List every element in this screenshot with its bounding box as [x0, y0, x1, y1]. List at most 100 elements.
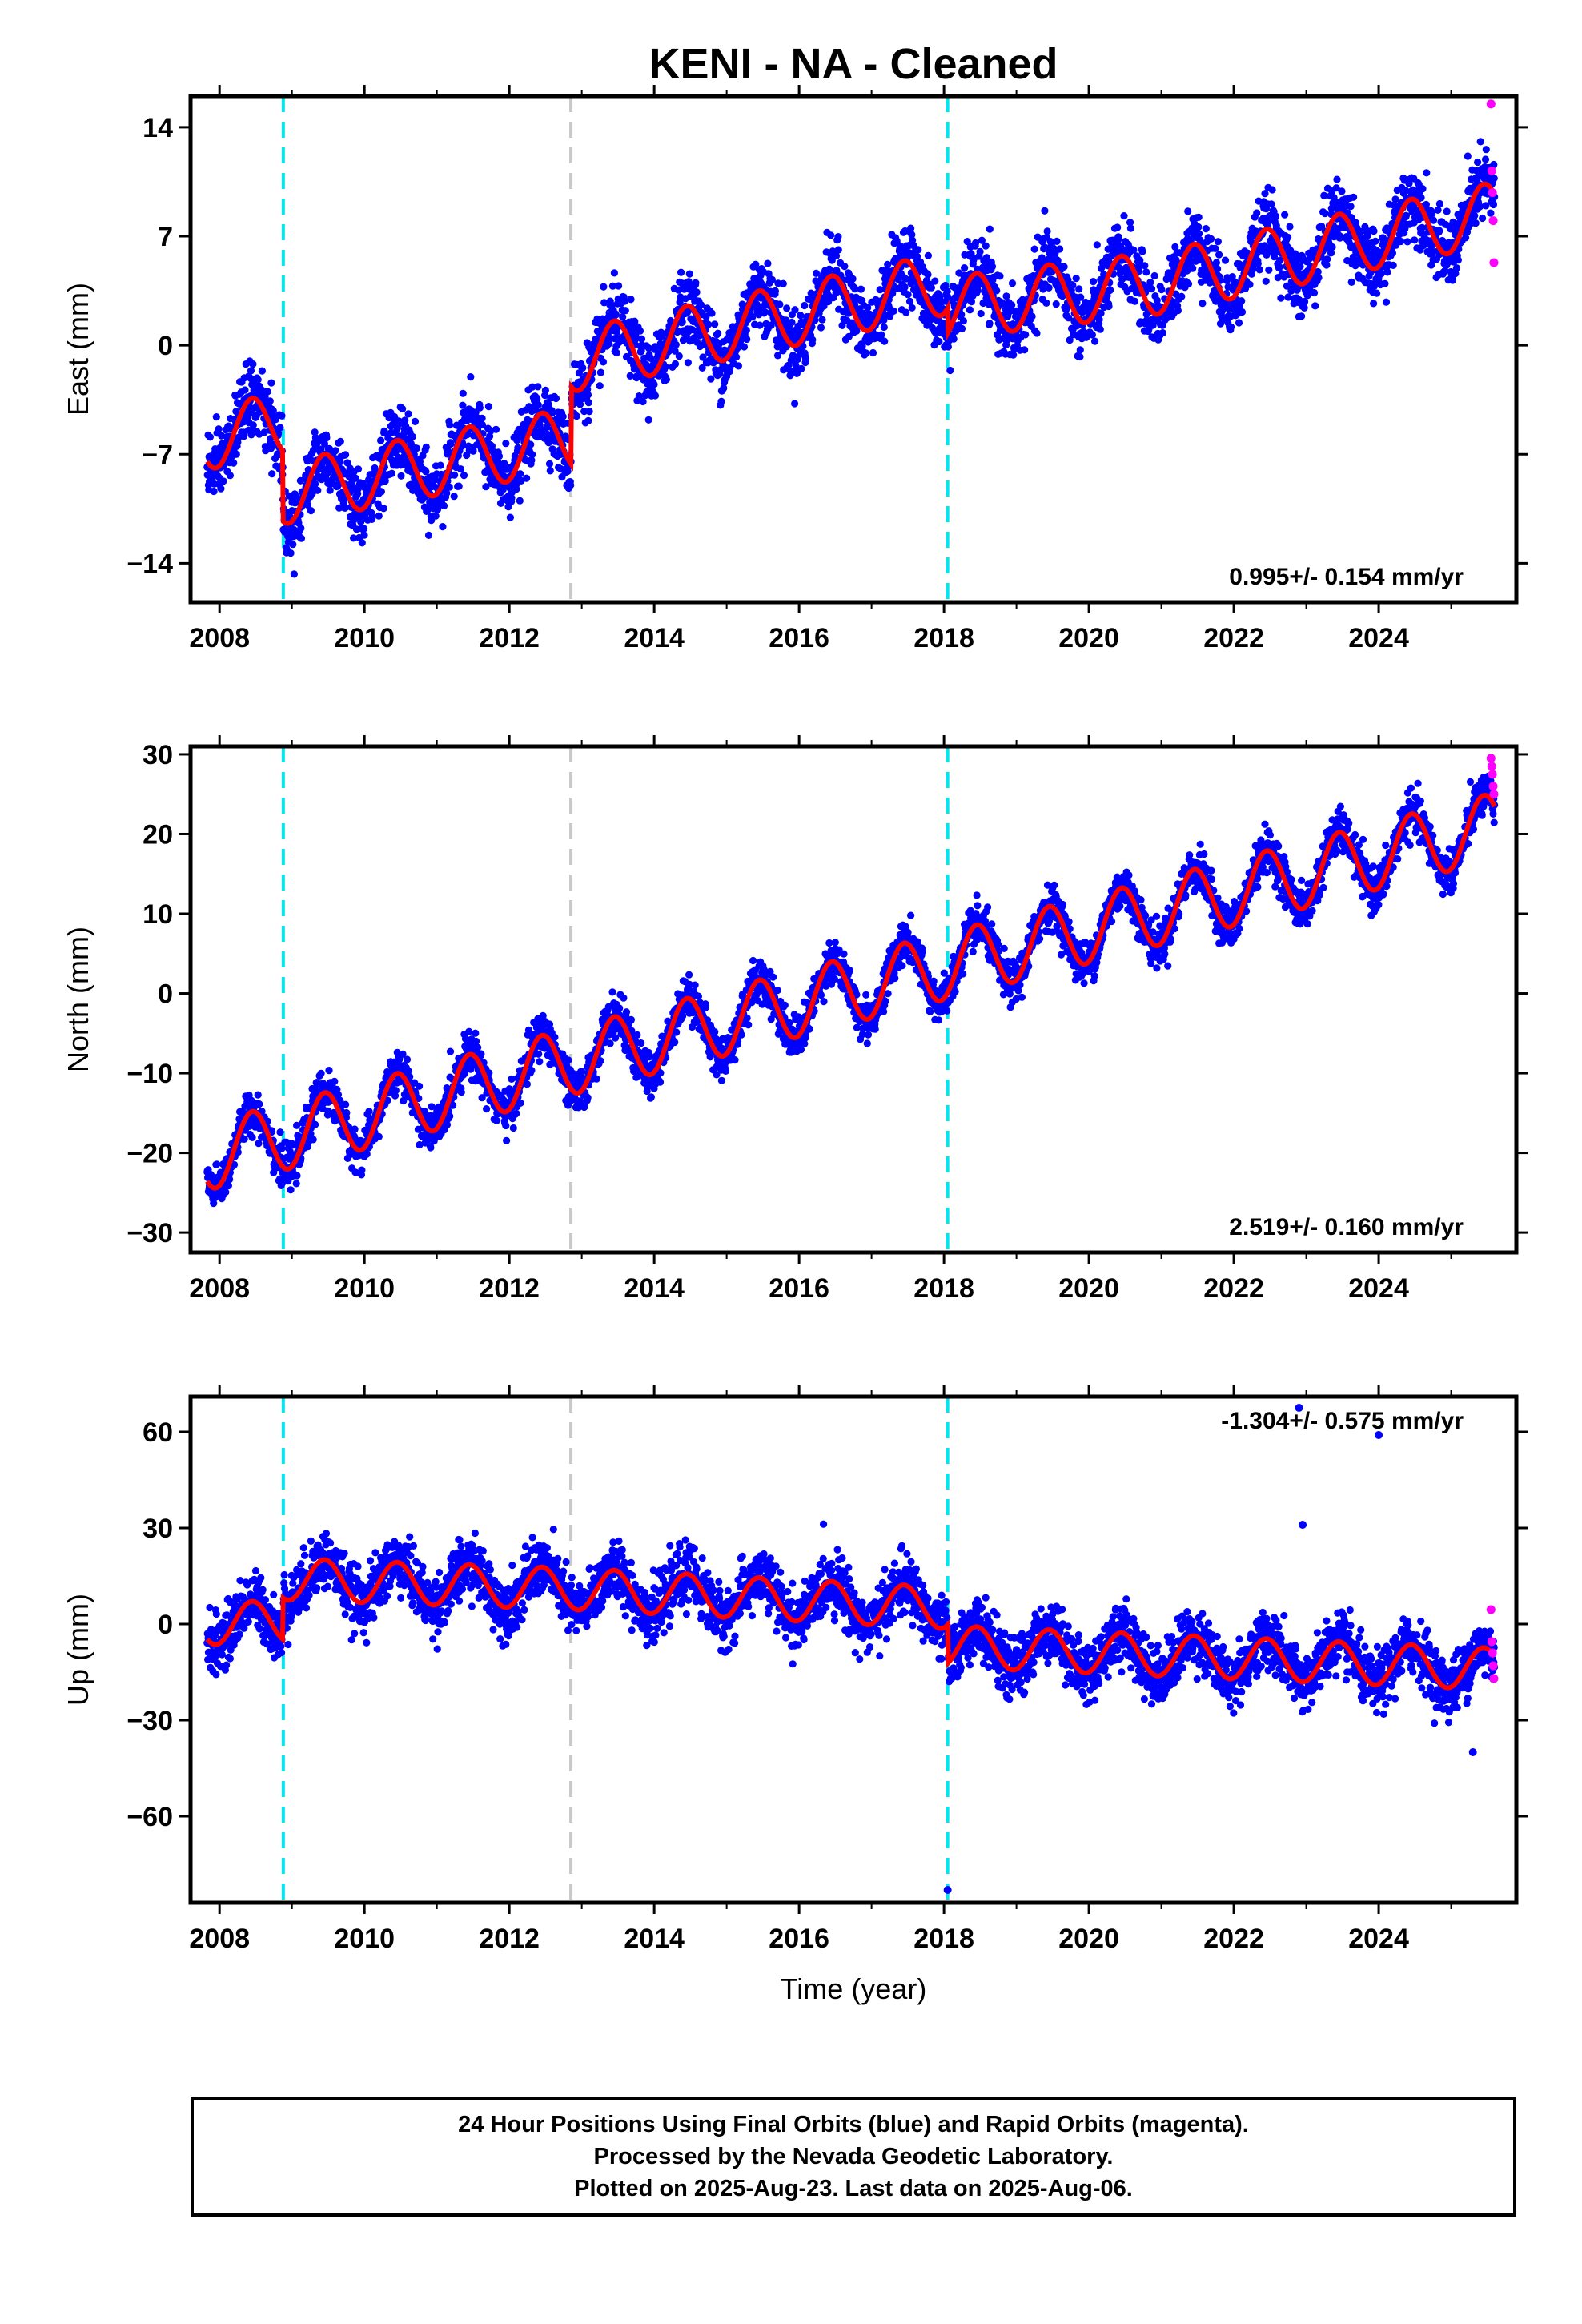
data-point [575, 369, 584, 377]
data-point [1383, 268, 1391, 276]
data-point [908, 231, 916, 239]
rapid-point [1486, 99, 1496, 109]
data-point [612, 311, 620, 319]
data-point [469, 447, 477, 455]
data-point [927, 283, 935, 292]
data-point [360, 525, 368, 533]
data-point [443, 489, 451, 497]
data-point [1310, 288, 1319, 297]
data-point [684, 359, 693, 367]
data-point [512, 485, 520, 493]
data-point [447, 440, 455, 448]
data-point [1045, 283, 1053, 292]
data-point [1238, 297, 1246, 305]
data-point [226, 1176, 234, 1184]
data-point [1158, 286, 1166, 294]
data-point [764, 259, 772, 267]
data-point [864, 304, 872, 312]
data-point [1382, 298, 1391, 306]
data-point [478, 1094, 486, 1102]
data-point [1476, 203, 1484, 211]
data-point [342, 451, 350, 459]
data-point [734, 362, 743, 370]
data-point [1041, 207, 1049, 215]
data-point [1038, 254, 1046, 262]
data-point [959, 317, 967, 325]
data-point [1435, 199, 1443, 208]
data-point [312, 1087, 320, 1095]
data-point [268, 470, 276, 478]
data-point [472, 1037, 480, 1045]
data-point [232, 450, 240, 458]
data-point [419, 452, 427, 460]
data-point [478, 414, 486, 423]
data-point [672, 340, 680, 348]
data-point [226, 472, 234, 480]
data-point [788, 318, 796, 327]
data-point [1069, 281, 1077, 289]
data-point [276, 1128, 284, 1136]
data-point [1261, 190, 1269, 198]
data-point [1265, 266, 1273, 274]
data-point [752, 260, 760, 268]
data-point [1327, 249, 1335, 257]
data-point [484, 403, 493, 411]
data-point [323, 434, 331, 442]
data-point [698, 364, 706, 372]
data-point [1138, 247, 1146, 255]
data-point [877, 331, 885, 339]
data-point [615, 282, 623, 290]
data-point [756, 321, 764, 329]
data-point [600, 299, 608, 307]
x-tick-label: 2024 [1348, 623, 1409, 653]
data-point [358, 539, 366, 547]
data-point [1105, 302, 1113, 311]
data-point [528, 383, 536, 391]
data-point [845, 332, 853, 340]
data-point [215, 425, 223, 433]
data-point [1315, 274, 1323, 282]
data-point [375, 512, 383, 520]
data-point [1030, 245, 1038, 253]
data-point [326, 486, 334, 494]
data-point [671, 347, 679, 355]
data-point [853, 327, 861, 335]
data-point [936, 296, 944, 304]
data-point [1272, 221, 1280, 230]
data-point [1328, 243, 1336, 251]
data-point [1142, 268, 1150, 276]
data-point [1060, 263, 1068, 271]
data-point [397, 472, 405, 480]
data-point [1371, 237, 1379, 245]
data-point [612, 348, 620, 357]
data-point [314, 486, 322, 494]
data-point [1130, 246, 1138, 254]
data-point [472, 1029, 480, 1037]
data-point [1370, 227, 1378, 235]
data-point [740, 343, 749, 351]
data-point [662, 376, 671, 384]
data-point [661, 363, 669, 371]
data-point [311, 1120, 319, 1128]
data-point [212, 413, 220, 421]
data-point [881, 337, 889, 345]
data-point [1347, 278, 1355, 286]
data-point [392, 447, 400, 455]
east-rate-annotation: 0.995+/- 0.154 mm/yr [1229, 564, 1464, 590]
data-point [224, 1181, 232, 1190]
data-point [1097, 309, 1105, 317]
data-point [336, 437, 344, 445]
data-point [1296, 263, 1304, 271]
data-point [1043, 227, 1051, 235]
data-point [406, 1072, 414, 1081]
data-point [222, 1188, 230, 1196]
data-point [230, 459, 238, 467]
data-point [483, 1105, 491, 1113]
data-point [278, 412, 286, 420]
x-tick-label: 2008 [189, 623, 250, 653]
data-point [889, 307, 897, 315]
data-point [809, 336, 817, 344]
data-point [1314, 267, 1322, 276]
data-point [1195, 223, 1203, 231]
data-point [1323, 261, 1331, 269]
